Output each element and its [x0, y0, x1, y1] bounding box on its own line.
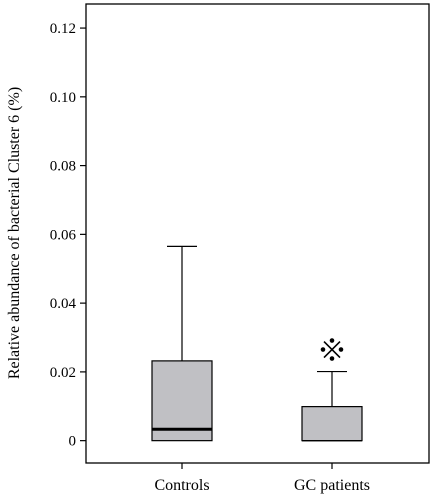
box-iqr: [151, 360, 213, 442]
boxes-group: [151, 245, 363, 442]
box-gc-patients: [301, 338, 363, 442]
x-category-label: Controls: [154, 477, 209, 494]
y-tick-label: 0.10: [50, 90, 76, 106]
y-tick-label: 0: [69, 434, 77, 450]
plot-frame: [85, 3, 430, 464]
x-axis-ticks: Controls GC patients: [154, 463, 370, 494]
y-axis-ticks: 0 0.02 0.04 0.06 0.08 0.10 0.12: [50, 21, 86, 450]
outlier-reference-mark-icon: [320, 338, 344, 361]
box-controls: [151, 245, 213, 442]
y-tick-label: 0.06: [50, 227, 77, 243]
box-iqr: [301, 406, 363, 442]
x-category-label: GC patients: [294, 477, 370, 494]
y-axis-title: Relative abundance of bacterial Cluster …: [6, 87, 23, 379]
y-tick-label: 0.08: [50, 159, 76, 175]
y-tick-label: 0.04: [50, 296, 77, 312]
y-tick-label: 0.12: [50, 21, 76, 37]
y-tick-label: 0.02: [50, 365, 76, 381]
